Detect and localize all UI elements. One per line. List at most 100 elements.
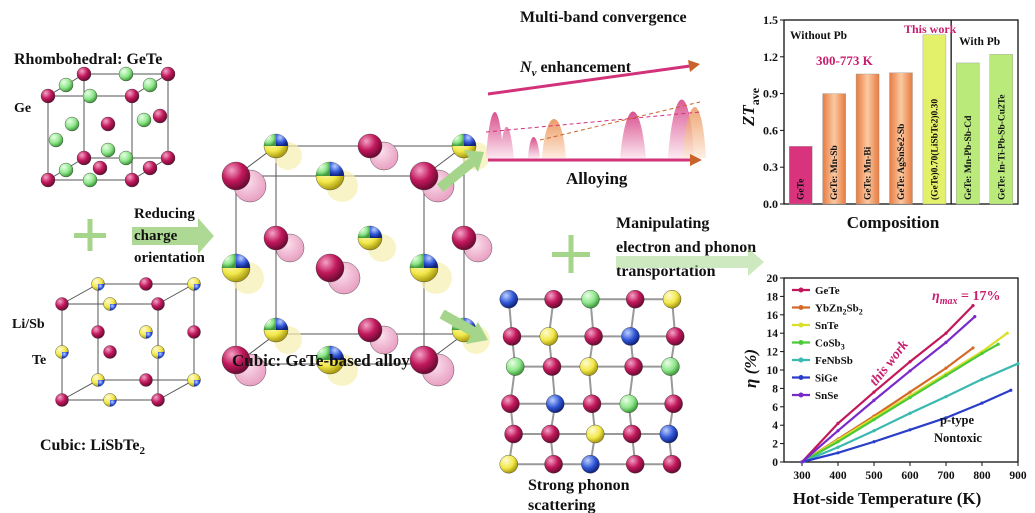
- zt-bar-2: [855, 73, 880, 205]
- atom-lisbte2-1: [91, 277, 105, 291]
- eta-xlabel: Hot-side Temperature (K): [793, 489, 982, 508]
- lattice-atom-0-4: [662, 290, 682, 309]
- atom-gete-9: [118, 66, 134, 82]
- eta-xtick-label-1: 400: [829, 470, 847, 482]
- lattice-atom-0-3: [626, 290, 645, 309]
- eta-legend-label-2: SnTe: [815, 320, 839, 332]
- eta-ytick-label-10: 20: [767, 273, 779, 285]
- atom-alloy-9: [357, 225, 396, 262]
- efficiency-line-chart: 0 2 4 6 8 10 12 14 16 18 20 300 400 500 600 700 800 900 η …: [741, 273, 1027, 508]
- atom-gete-18: [142, 160, 158, 176]
- eta-point-1-4: [944, 366, 948, 370]
- label-reducing: Reducing charge orientation: [134, 206, 205, 266]
- eta-xtick-label-3: 600: [901, 470, 919, 482]
- eta-point-1-5: [971, 346, 975, 350]
- zt-bar-3: [889, 72, 913, 205]
- eta-legend-label-6: SnSe: [815, 390, 838, 402]
- manip-arrow: [616, 248, 764, 276]
- zt-ytick-label-4: 1.2: [763, 50, 778, 64]
- lisbte2-cubic-structure: [55, 277, 201, 407]
- lattice-atom-0-0: [499, 290, 518, 309]
- eta-point-5-1: [836, 451, 840, 455]
- eta-ytick-label-4: 8: [772, 383, 778, 395]
- atom-lisbte2-11: [187, 325, 201, 339]
- lattice-atom-0-1: [544, 290, 563, 309]
- atom-lisbte2-15: [139, 373, 153, 387]
- atom-gete-0: [40, 88, 56, 104]
- eta-legend-marker-1: [798, 305, 804, 310]
- eta-point-3-2: [872, 418, 876, 422]
- atom-lisbte2-2: [103, 297, 117, 311]
- zt-ylabel: ZTave: [739, 87, 762, 127]
- zt-bar-1: [822, 93, 846, 205]
- eta-legend-label-3: CoSb3: [815, 338, 845, 352]
- lattice-atom-1-3: [621, 327, 640, 346]
- eta-point-1-3: [908, 390, 912, 394]
- atom-lisbte2-16: [151, 393, 165, 407]
- atom-gete-1: [124, 88, 140, 104]
- lattice-atom-4-3: [622, 424, 642, 444]
- zt-this-work: This work: [904, 22, 957, 36]
- atom-lisbte2-9: [139, 325, 153, 339]
- plus-icon-left: [74, 219, 106, 251]
- lattice-atom-5-2: [581, 455, 600, 474]
- zt-bar-0: [789, 146, 813, 205]
- eta-point-5-3: [908, 428, 912, 432]
- eta-legend-marker-5: [798, 375, 804, 380]
- eta-point-6-2: [872, 398, 876, 402]
- zt-bar-label-0: GeTe: [797, 179, 807, 200]
- nv-arrow: [487, 60, 700, 96]
- lattice-atom-1-4: [666, 327, 685, 346]
- lattice-atom-5-0: [499, 455, 518, 474]
- lattice-atom-4-4: [659, 424, 678, 444]
- gete-cubic-alloy-structure: [221, 133, 493, 387]
- lattice-atom-5-1: [544, 455, 563, 474]
- eta-point-6-3: [908, 369, 912, 373]
- band-peaks: [485, 99, 706, 158]
- eta-point-5-6: [1009, 388, 1013, 392]
- zt-group-left: Without Pb: [790, 30, 847, 42]
- zt-ytick-label-3: 0.9: [763, 87, 778, 101]
- label-alloying: Alloying: [566, 169, 628, 188]
- atom-gete-16: [118, 150, 134, 166]
- zt-bar-label-2: GeTe: Mn-Bi: [864, 146, 874, 200]
- eta-xtick-label-2: 500: [865, 470, 883, 482]
- zt-bar-4: [922, 34, 947, 205]
- label-li-sb: Li/Sb: [12, 317, 45, 332]
- eta-point-4-4: [944, 395, 948, 399]
- atom-alloy-8: [315, 253, 345, 283]
- atom-gete-13: [64, 116, 80, 132]
- lattice-atom-4-1: [541, 424, 560, 444]
- lattice-atom-2-2: [579, 357, 598, 376]
- atom-lisbte2-3: [139, 277, 153, 291]
- eta-ytick-label-7: 14: [767, 328, 779, 340]
- atom-gete-6: [160, 150, 176, 166]
- eta-xtick-label-6: 900: [1009, 470, 1027, 482]
- eta-ytick-label-5: 10: [767, 365, 779, 377]
- atom-gete-2: [76, 66, 92, 82]
- eta-point-4-5: [980, 377, 984, 381]
- eta-point-0-4: [944, 331, 948, 335]
- eta-ytick-label-3: 6: [772, 402, 778, 414]
- atom-lisbte2-8: [103, 345, 117, 359]
- reducing-arrow: [132, 218, 214, 254]
- atom-alloy-2: [315, 161, 358, 202]
- eta-point-0-5: [971, 304, 975, 308]
- zt-xlabel: Composition: [847, 213, 940, 232]
- eta-point-4-2: [872, 429, 876, 433]
- eta-xtick-label-0: 300: [793, 470, 811, 482]
- zt-bar-5: [956, 62, 980, 205]
- label-ge: Ge: [14, 101, 31, 116]
- label-nv-enhancement: Nv enhancement: [519, 59, 632, 79]
- eta-legend-label-4: FeNbSb: [815, 355, 853, 367]
- lattice-atom-5-3: [626, 455, 645, 474]
- atom-lisbte2-0: [55, 297, 69, 311]
- lattice-atom-3-1: [546, 394, 565, 413]
- eta-point-3-5: [980, 351, 984, 356]
- eta-point-5-2: [872, 440, 876, 444]
- zt-bar-6: [989, 54, 1013, 205]
- atom-alloy-16: [409, 345, 439, 375]
- zt-group-right: With Pb: [959, 36, 1000, 48]
- plus-icon-right: [552, 235, 590, 273]
